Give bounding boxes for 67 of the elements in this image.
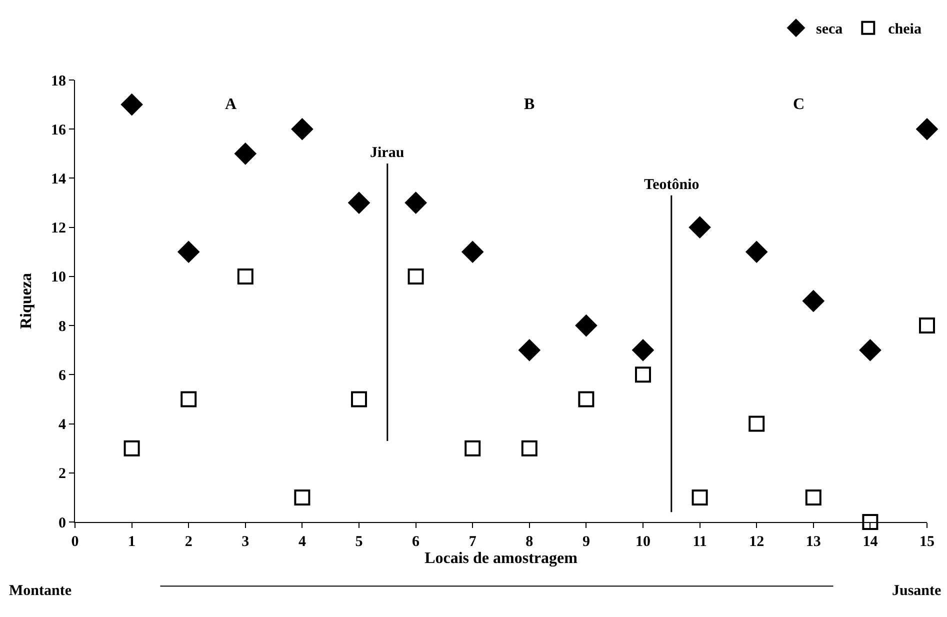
point	[291, 118, 313, 140]
point	[234, 142, 256, 164]
point	[462, 241, 484, 263]
y-tick-label: 6	[58, 368, 66, 384]
point	[635, 366, 651, 383]
x-tick-label: 11	[692, 534, 707, 550]
y-tick-label: 10	[51, 270, 66, 286]
point	[351, 391, 367, 408]
legend-label: cheia	[888, 22, 922, 38]
x-tick-label: 14	[862, 534, 878, 550]
ref-line-label: Teotônio	[644, 177, 700, 193]
point	[689, 216, 711, 238]
annotation: A	[225, 96, 237, 113]
point	[748, 416, 765, 432]
annotation: C	[793, 96, 805, 113]
point	[692, 489, 708, 506]
x-tick-label: 5	[355, 534, 363, 550]
point	[578, 391, 594, 408]
x-tick-label: 3	[242, 534, 250, 550]
x-tick-label: 0	[71, 534, 79, 550]
x-tick-label: 7	[468, 534, 477, 550]
point	[178, 241, 200, 263]
point	[632, 339, 654, 361]
point	[408, 268, 424, 284]
y-axis-title: Riqueza	[18, 273, 35, 329]
x-tick-label: 1	[128, 534, 136, 550]
x-tick-label: 10	[636, 534, 650, 550]
point	[521, 440, 538, 456]
point	[805, 489, 822, 506]
y-tick-label: 12	[51, 220, 66, 237]
point	[916, 118, 938, 140]
x-tick-label: 4	[298, 534, 306, 550]
x-tick-label: 9	[582, 534, 590, 550]
y-tick-label: 0	[58, 515, 66, 532]
y-tick-label: 16	[51, 122, 66, 138]
point	[518, 339, 540, 361]
point	[405, 192, 427, 214]
x-tick-label: 15	[920, 534, 934, 550]
y-tick-label: 4	[58, 417, 66, 434]
x-tick-label: 8	[526, 534, 534, 550]
x-tick-label: 6	[412, 534, 420, 550]
x-tick-label: 2	[184, 534, 192, 550]
point	[802, 290, 824, 312]
y-tick-label: 2	[58, 466, 66, 482]
ref-line-label: Jirau	[370, 145, 404, 161]
point	[575, 314, 597, 336]
point	[121, 94, 143, 116]
point	[294, 489, 310, 506]
point	[464, 440, 481, 456]
point	[348, 192, 370, 214]
point	[859, 339, 881, 361]
x-tick-label: 12	[749, 534, 764, 550]
y-tick-label: 18	[51, 73, 66, 90]
y-tick-label: 14	[51, 171, 66, 188]
x-axis-title: Locais de amostragem	[424, 550, 578, 567]
point	[746, 241, 768, 263]
text: Montante	[9, 583, 72, 599]
point	[180, 391, 197, 408]
legend-label: seca	[816, 22, 844, 38]
y-tick-label: 8	[58, 318, 66, 335]
text: Jusante	[892, 583, 942, 599]
x-tick-label: 13	[806, 534, 821, 550]
point	[124, 440, 140, 456]
annotation: B	[524, 96, 535, 113]
point	[919, 318, 935, 334]
point	[862, 514, 878, 530]
point	[237, 268, 254, 284]
